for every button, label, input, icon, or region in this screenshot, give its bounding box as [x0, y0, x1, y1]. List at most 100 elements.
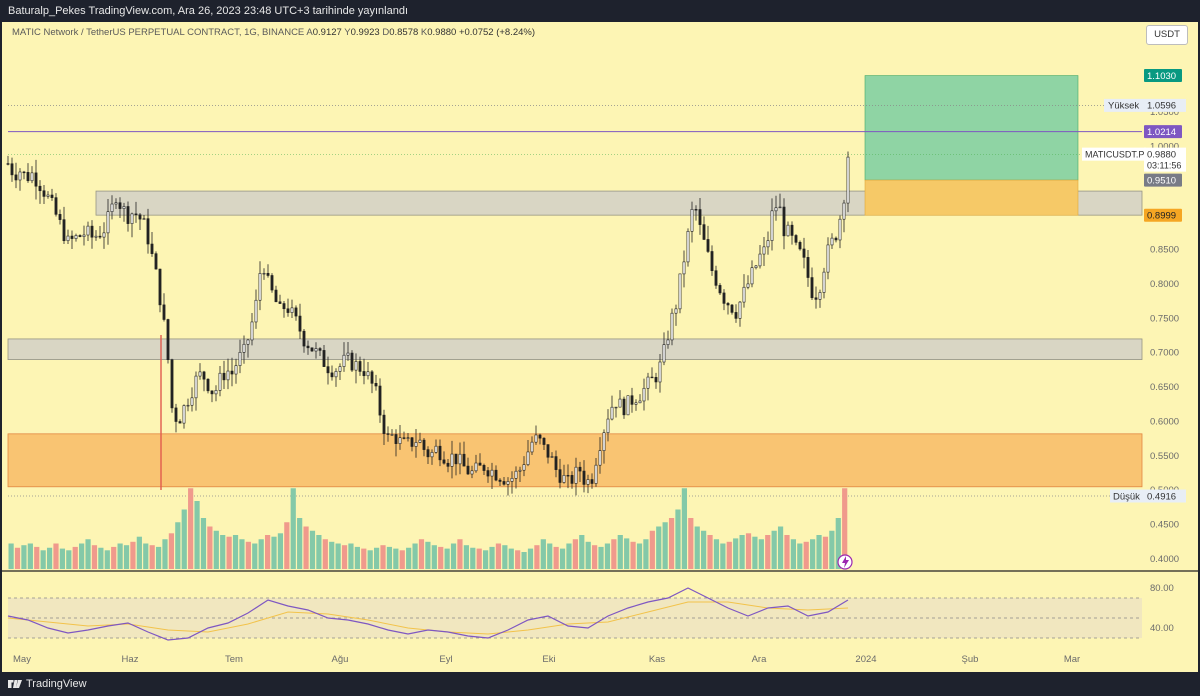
candle	[538, 434, 542, 439]
candle	[342, 354, 346, 367]
candle	[110, 203, 114, 212]
volume-bar	[252, 543, 258, 569]
candle	[590, 479, 594, 484]
candle	[182, 405, 186, 424]
volume-bar	[668, 518, 675, 569]
candle	[318, 348, 322, 351]
currency-button[interactable]: USDT	[1146, 25, 1188, 45]
candle	[482, 465, 486, 471]
zone-rect[interactable]	[7, 338, 1143, 360]
volume-bar	[207, 526, 213, 569]
price-tick-label: 0.6000	[1150, 416, 1179, 427]
candle	[374, 383, 378, 387]
volume-bar	[688, 518, 694, 569]
rsi-tick-label: 40.00	[1150, 623, 1174, 634]
candle	[842, 202, 846, 220]
high-value-bg	[1144, 98, 1186, 112]
candle	[774, 207, 778, 212]
candle	[494, 469, 498, 481]
candle	[630, 395, 634, 405]
candle	[50, 194, 54, 198]
price-tick-label: 0.6500	[1150, 382, 1179, 393]
candle	[246, 339, 250, 345]
tradingview-logo-icon	[8, 680, 22, 688]
volume-bar	[726, 541, 732, 569]
candle	[38, 185, 42, 192]
candle	[270, 275, 274, 291]
volume-bar	[566, 543, 572, 569]
candle	[742, 286, 746, 303]
candle	[834, 237, 838, 241]
volume-bar	[790, 539, 797, 569]
candle	[354, 361, 358, 371]
volume-bar	[111, 546, 117, 569]
volume-bar	[598, 546, 604, 569]
candle	[86, 225, 90, 236]
candle	[722, 292, 726, 304]
candle	[746, 283, 750, 288]
candle	[322, 350, 326, 367]
rsi-tick-label: 80.00	[1150, 583, 1174, 594]
candle	[254, 299, 258, 323]
stop-price-tag-bg	[1144, 208, 1182, 222]
candle	[18, 171, 22, 181]
candle	[290, 307, 294, 313]
volume-bar	[810, 539, 816, 569]
volume-bar	[220, 535, 226, 569]
candle	[674, 308, 678, 314]
candle	[622, 398, 626, 416]
volume-bar	[572, 539, 578, 569]
volume-bar	[322, 539, 328, 569]
volume-bar	[604, 543, 611, 569]
candle	[826, 244, 830, 273]
candle	[758, 253, 762, 267]
candle	[390, 434, 394, 436]
time-axis-label: Kas	[649, 654, 666, 665]
candle	[306, 345, 310, 349]
candle	[518, 469, 522, 472]
target-zone[interactable]	[864, 75, 1079, 181]
candle	[838, 218, 842, 241]
low-label: Düşük	[1113, 491, 1140, 502]
candle	[606, 418, 610, 433]
volume-bar	[438, 546, 444, 569]
volume-bar	[784, 535, 790, 569]
candle	[578, 466, 582, 472]
candle	[410, 437, 414, 447]
candle	[718, 285, 722, 294]
volume-bar	[354, 546, 360, 569]
candle	[282, 303, 286, 310]
stop-zone[interactable]	[864, 179, 1079, 216]
volume-bar	[162, 539, 168, 569]
line-price-tag-bg	[1144, 125, 1182, 139]
candle	[454, 453, 458, 465]
candle	[346, 352, 350, 356]
target-price-tag-bg	[1144, 69, 1182, 83]
volume-bar	[758, 539, 764, 569]
candle	[638, 400, 642, 404]
candle	[846, 156, 850, 204]
volume-bar	[797, 543, 803, 569]
candle	[22, 171, 26, 174]
low-key: D	[382, 27, 390, 38]
candle	[258, 273, 262, 301]
volume-bar	[123, 545, 130, 569]
candle	[530, 441, 534, 453]
stop-price-tag: 0.8999	[1147, 211, 1176, 222]
candle	[810, 277, 814, 299]
candle	[686, 231, 690, 263]
candle	[98, 235, 102, 238]
candle	[310, 347, 314, 352]
candle	[730, 304, 734, 313]
volume-bar	[765, 535, 771, 569]
volume-bar	[745, 533, 752, 569]
volume-bar	[149, 545, 155, 569]
candle	[314, 348, 318, 352]
volume-bar	[53, 543, 59, 569]
volume-bar	[540, 539, 546, 569]
chart-svg[interactable]: 1.05001.00000.95000.90000.85000.80000.75…	[0, 0, 1200, 672]
candle	[126, 206, 130, 224]
volume-bar	[309, 530, 316, 569]
candle	[198, 371, 202, 377]
candle	[678, 273, 682, 310]
